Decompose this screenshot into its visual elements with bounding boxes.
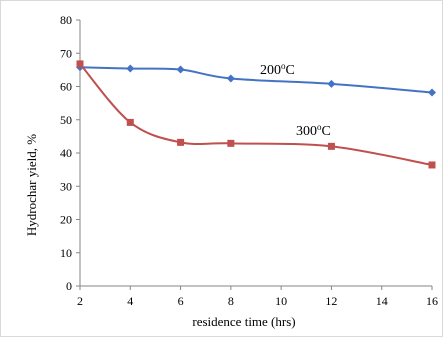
series-1-point (126, 118, 134, 126)
y-tick-label: 60 (60, 80, 72, 94)
y-tick-label: 30 (60, 179, 72, 193)
x-tick-label: 4 (127, 294, 133, 308)
series-0-point (176, 65, 185, 74)
x-tick-label: 10 (275, 294, 287, 308)
y-tick-label: 50 (60, 113, 72, 127)
y-tick-label: 40 (60, 146, 72, 160)
x-tick-label: 2 (77, 294, 83, 308)
x-tick-label: 8 (228, 294, 234, 308)
series-1-point (227, 139, 235, 147)
series-0-point (327, 79, 336, 88)
x-tick-label: 12 (325, 294, 337, 308)
series-1-point (428, 161, 436, 169)
series-label-0: 200oC (260, 61, 295, 78)
y-tick-label: 20 (60, 213, 72, 227)
y-tick-label: 0 (66, 279, 72, 293)
y-axis-title: Hydrochar yield, % (24, 134, 39, 236)
x-tick-label: 16 (426, 294, 438, 308)
x-tick-label: 14 (376, 294, 388, 308)
y-tick-label: 80 (60, 13, 72, 27)
x-tick-label: 6 (178, 294, 184, 308)
axes: 0 10 20 30 40 50 60 70 80 2 4 6 8 10 12 14 16 (60, 13, 438, 308)
series-0-point (126, 64, 135, 73)
series-0-point (428, 88, 436, 97)
plot-area: 200oC 300oC (76, 60, 436, 169)
series-1-point (76, 60, 84, 68)
y-tick-label: 10 (60, 246, 72, 260)
series-line-1 (79, 63, 433, 166)
series-1-point (327, 142, 335, 150)
series-label-1: 300oC (296, 122, 331, 139)
series-line-0 (79, 66, 433, 94)
series-0-point (226, 74, 235, 83)
y-tick-label: 70 (60, 46, 72, 60)
x-axis-title: residence time (hrs) (192, 314, 295, 329)
series-1-point (177, 138, 185, 146)
